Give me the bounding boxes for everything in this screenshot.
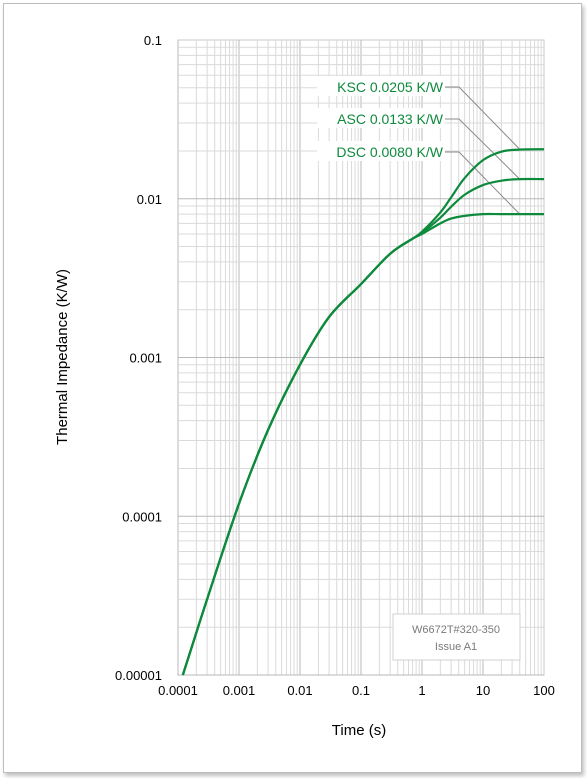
x-tick-label: 10 (476, 683, 490, 698)
callout-label-bg (317, 108, 445, 128)
tick-labels: 0.0001 0.001 0.01 0.1 1 10 1000.000010.00010.0… (115, 33, 555, 698)
x-axis-title: Time (s) (332, 722, 386, 739)
x-tick-label: 1 (418, 683, 425, 698)
grid-layer (177, 39, 545, 676)
x-tick-label: 0.0001 (158, 683, 198, 698)
x-tick-label: 0.1 (352, 683, 370, 698)
chart-frame: KSC 0.0205 K/W ASC 0.0133 K/W DSC 0.0080 K… (3, 3, 582, 773)
x-tick-label: 100 (533, 683, 555, 698)
y-tick-label: 0.00001 (115, 668, 162, 683)
stamp-line-2: Issue A1 (435, 641, 477, 653)
series-layer (181, 148, 545, 676)
callout-leader-line (445, 118, 521, 180)
callout-label: ASC 0.0133 K/W (337, 111, 444, 127)
callout-label: DSC 0.0080 K/W (336, 144, 443, 160)
callout-layer: KSC 0.0205 K/W ASC 0.0133 K/W DSC 0.0080 K… (317, 76, 521, 215)
x-tick-label: 0.001 (223, 683, 256, 698)
series-line-3 (181, 212, 544, 676)
callout-leader-line (445, 151, 521, 215)
y-tick-label: 0.1 (144, 33, 162, 48)
x-tick-label: 0.01 (287, 683, 312, 698)
callout-label-bg (317, 76, 445, 96)
stamp-box (392, 613, 521, 661)
y-tick-label: 0.01 (137, 192, 162, 207)
y-tick-label: 0.001 (129, 351, 162, 366)
callout-label: KSC 0.0205 K/W (337, 79, 444, 95)
callout-label-bg (317, 141, 445, 161)
y-axis-title: Thermal Impedance (K/W) (54, 269, 71, 445)
y-tick-label: 0.0001 (122, 509, 162, 524)
document-stamp: W6672T#320-350 Issue A1 (392, 613, 521, 661)
stamp-line-1: W6672T#320-350 (412, 624, 500, 636)
callout-leader-line (445, 86, 521, 150)
thermal-impedance-chart: KSC 0.0205 K/W ASC 0.0133 K/W DSC 0.0080 K… (54, 33, 555, 739)
